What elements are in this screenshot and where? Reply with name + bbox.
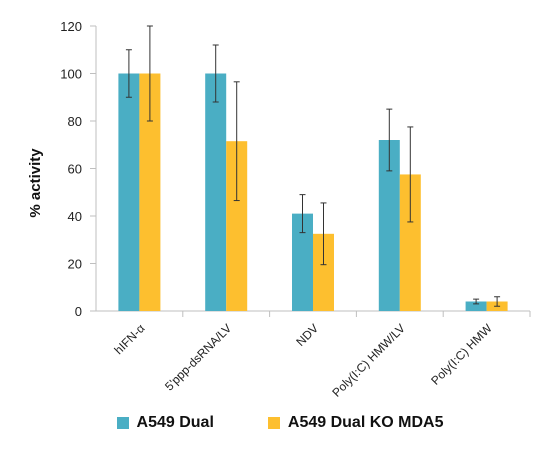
- x-category-label: NDV: [293, 321, 321, 349]
- bar-a549-dual: [465, 301, 487, 311]
- legend-swatch-a549-dual: [116, 417, 129, 429]
- y-tick-label: 120: [60, 19, 82, 34]
- bar-a549-dual: [292, 213, 313, 311]
- bar-chart: % activity 0 20 40 60 80 100 120 hIFN-α 5'ppp-ds…: [27, 19, 531, 400]
- bar-a549-dual: [118, 73, 140, 311]
- y-tick-label: 0: [75, 304, 82, 319]
- bar-a549-dual-ko-mda5: [313, 233, 334, 311]
- legend-item-a549-dual: A549 Dual: [116, 414, 214, 432]
- legend-swatch-a549-dual-ko-mda5: [267, 417, 280, 429]
- y-axis-title: % activity: [27, 148, 44, 218]
- x-category-label: 5'ppp-dsRNA/LV: [162, 321, 234, 393]
- bar-a549-dual: [378, 140, 400, 311]
- bar-a549-dual: [205, 73, 227, 311]
- y-tick-label: 40: [68, 209, 82, 224]
- bar-a549-dual-ko-mda5: [139, 73, 161, 311]
- bar-a549-dual-ko-mda5: [226, 141, 248, 311]
- y-tick-label: 60: [68, 162, 82, 177]
- x-category-label: Poly(I:C) HMW: [428, 321, 495, 388]
- legend-item-a549-dual-ko-mda5: A549 Dual KO MDA5: [267, 414, 444, 432]
- y-tick-label: 80: [68, 114, 82, 129]
- legend: A549 Dual A549 Dual KO MDA5: [0, 414, 560, 432]
- y-tick-label: 100: [60, 67, 82, 82]
- y-tick-label: 20: [68, 257, 82, 272]
- bar-a549-dual-ko-mda5: [399, 174, 421, 311]
- legend-label-a549-dual-ko-mda5: A549 Dual KO MDA5: [287, 414, 444, 431]
- x-category-label: hIFN-α: [112, 321, 148, 357]
- legend-label-a549-dual: A549 Dual: [136, 414, 214, 431]
- x-category-label: Poly(I:C) HMW/LV: [329, 321, 408, 400]
